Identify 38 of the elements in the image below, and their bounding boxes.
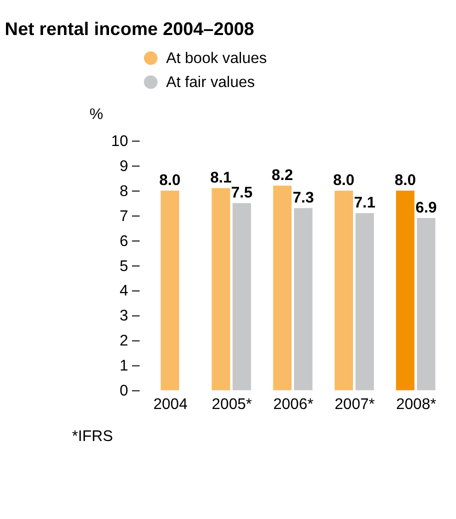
bar: [416, 218, 436, 390]
y-tick-label: 7: [120, 208, 128, 225]
text: 8.1: [210, 169, 232, 186]
text: 7.1: [354, 194, 376, 212]
y-axis-title: %: [90, 106, 104, 124]
y-tick-label: 1: [120, 358, 128, 375]
bar: [273, 186, 292, 390]
bar: [232, 203, 252, 390]
x-tick-label: 2006*: [273, 396, 314, 413]
legend-label: At fair values: [166, 74, 256, 91]
text: 8.2: [272, 166, 294, 184]
x-tick-label: 2008*: [396, 396, 436, 413]
y-tick-label: 8: [120, 182, 128, 200]
y-tick-label: 3: [120, 308, 128, 325]
bar: [355, 213, 374, 390]
x-tick-label: 2004: [153, 396, 188, 413]
y-tick-label: 9: [120, 158, 128, 175]
y-tick-label: 2: [120, 332, 128, 350]
y-tick-label: 5: [120, 258, 128, 275]
y-tick-label: 4: [120, 282, 129, 300]
y-tick-label: 0: [120, 382, 128, 400]
x-tick-label: 2005*: [212, 396, 252, 413]
bar: [334, 190, 354, 390]
bar: [212, 188, 230, 390]
bar: [396, 190, 414, 390]
x-tick-label: 2007*: [334, 396, 375, 413]
text: 7.5: [231, 184, 252, 202]
bar: [294, 208, 312, 390]
y-tick-label: 10: [111, 132, 128, 150]
text: 8.0: [394, 172, 416, 189]
legend-label: At book values: [166, 50, 268, 67]
text: 7.3: [292, 189, 314, 206]
text: *IFRS: [72, 428, 113, 446]
chart-title: Net rental income 2004–2008: [4, 18, 254, 40]
text: 6.9: [415, 199, 437, 216]
text: 8.0: [159, 172, 181, 189]
y-tick-label: 6: [120, 232, 128, 250]
text: 8.0: [333, 172, 354, 189]
